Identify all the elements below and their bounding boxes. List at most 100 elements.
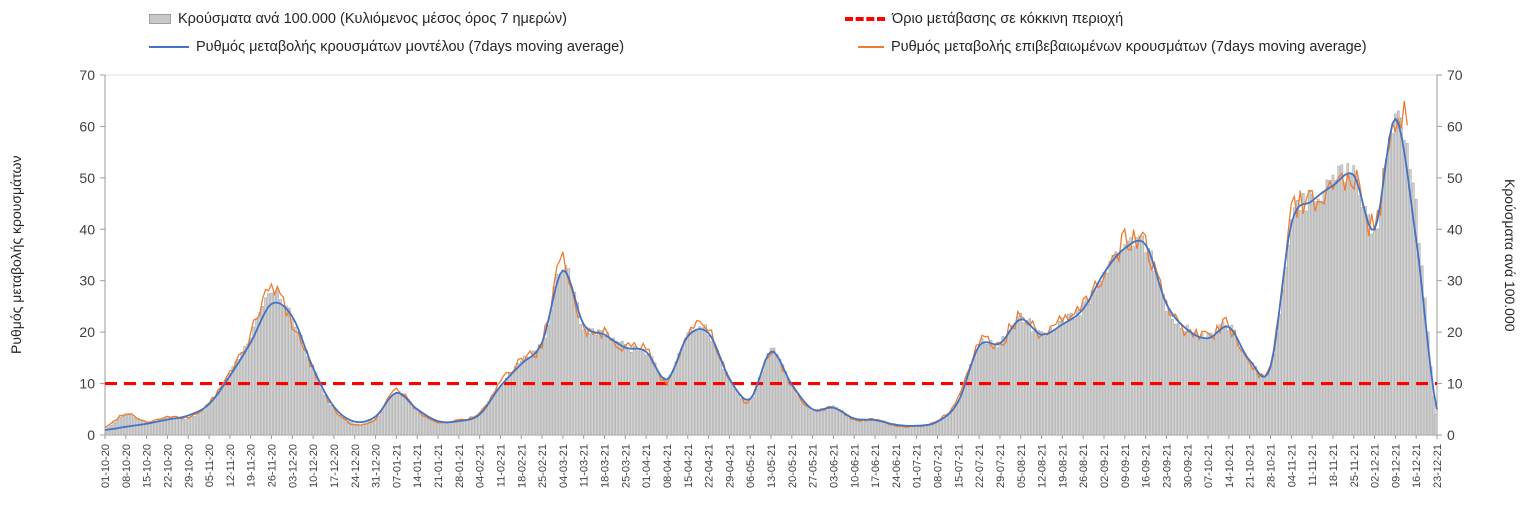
x-tick-label: 11-02-21 [495, 444, 507, 487]
x-tick-label: 16-09-21 [1141, 444, 1153, 488]
model-line [104, 117, 1438, 431]
x-tick-label: 14-01-21 [412, 444, 424, 488]
x-tick-label: 07-01-21 [391, 444, 403, 488]
threshold-dash-swatch-icon [845, 17, 885, 21]
y-tick-label-left: 40 [79, 221, 95, 237]
x-tick-label: 24-06-21 [891, 444, 903, 488]
legend-label-cases-per-100k: Κρούσματα ανά 100.000 (Κυλιόμενος μέσος … [178, 11, 568, 27]
x-tick-label: 01-10-20 [100, 444, 112, 488]
x-tick-label: 05-11-20 [204, 444, 216, 487]
legend-label-threshold: Όριο μετάβασης σε κόκκινη περιοχή [892, 11, 1124, 27]
legend-item-cases-per-100k: Κρούσματα ανά 100.000 (Κυλιόμενος μέσος … [149, 11, 567, 27]
y-axis: 0 0 10 10 20 20 30 30 40 40 50 50 60 60 70 70 [79, 67, 1462, 443]
y-tick-label-right: 30 [1447, 273, 1463, 289]
legend-label-confirmed-rate: Ρυθμός μεταβολής επιβεβαιωμένων κρουσμάτ… [891, 39, 1367, 55]
x-tick-label: 21-10-21 [1245, 444, 1257, 488]
x-tick-label: 08-07-21 [933, 444, 945, 488]
x-tick-label: 10-06-21 [849, 444, 861, 488]
x-tick-label: 22-07-21 [974, 444, 986, 488]
model-line-swatch-icon [149, 46, 189, 48]
y-tick-label-left: 60 [79, 118, 95, 134]
y-tick-label-right: 60 [1447, 118, 1463, 134]
y-tick-label-left: 20 [79, 324, 95, 340]
x-tick-label: 23-12-21 [1432, 444, 1444, 488]
legend-item-model-rate: Ρυθμός μεταβολής κρουσμάτων μοντέλου (7d… [149, 39, 624, 55]
x-tick-label: 14-10-21 [1224, 444, 1236, 488]
x-tick-label: 07-10-21 [1203, 444, 1215, 488]
x-tick-label: 12-11-20 [225, 444, 237, 487]
y-tick-label-right: 70 [1447, 67, 1463, 83]
x-tick-label: 25-03-21 [620, 444, 632, 488]
y-tick-label-right: 20 [1447, 324, 1463, 340]
x-tick-label: 15-07-21 [953, 444, 965, 488]
x-tick-label: 05-08-21 [1016, 444, 1028, 488]
x-tick-label: 18-11-21 [1328, 444, 1340, 487]
y-tick-label-right: 40 [1447, 221, 1463, 237]
x-tick-label: 12-08-21 [1037, 444, 1049, 488]
x-tick-label: 01-04-21 [641, 444, 653, 488]
x-tick-label: 23-09-21 [1161, 444, 1173, 488]
x-tick-label: 15-10-20 [142, 444, 154, 488]
x-tick-label: 19-08-21 [1057, 444, 1069, 488]
x-tick-label: 18-02-21 [516, 444, 528, 488]
x-tick-label: 17-06-21 [870, 444, 882, 488]
y-tick-label-left: 10 [79, 376, 95, 392]
y-tick-label-right: 10 [1447, 376, 1463, 392]
right-axis-title: Κρούσματα ανά 100.000 [1502, 178, 1518, 332]
legend-item-threshold: Όριο μετάβασης σε κόκκινη περιοχή [845, 11, 1123, 27]
x-tick-label: 16-12-21 [1411, 444, 1423, 488]
x-tick-label: 26-08-21 [1078, 444, 1090, 488]
x-tick-label: 04-11-21 [1286, 444, 1298, 487]
x-tick-label: 01-07-21 [912, 444, 924, 488]
x-tick-label: 09-09-21 [1120, 444, 1132, 488]
y-tick-label-left: 30 [79, 273, 95, 289]
x-tick-label: 28-10-21 [1266, 444, 1278, 488]
x-tick-label: 19-11-20 [246, 444, 258, 487]
x-tick-label: 31-12-20 [371, 444, 383, 488]
bar-series-swatch-icon [149, 14, 171, 24]
x-tick-label: 13-05-21 [766, 444, 778, 488]
y-tick-label-left: 0 [87, 427, 95, 443]
x-tick-label: 03-06-21 [828, 444, 840, 488]
y-tick-label-right: 0 [1447, 427, 1455, 443]
x-tick-label: 29-04-21 [724, 444, 736, 488]
x-tick-label: 17-12-20 [329, 444, 341, 488]
x-tick-label: 18-03-21 [600, 444, 612, 488]
x-tick-label: 09-12-21 [1390, 444, 1402, 488]
x-tick-label: 11-03-21 [579, 444, 591, 487]
x-tick-label: 29-10-20 [183, 444, 195, 488]
x-tick-label: 11-11-21 [1307, 444, 1319, 486]
x-tick-label: 27-05-21 [808, 444, 820, 488]
x-tick-label: 21-01-21 [433, 444, 445, 488]
x-tick-label: 29-07-21 [995, 444, 1007, 488]
x-tick-label: 30-09-21 [1182, 444, 1194, 488]
x-tick-label: 22-04-21 [704, 444, 716, 488]
x-tick-label: 06-05-21 [745, 444, 757, 488]
x-tick-label: 20-05-21 [787, 444, 799, 488]
x-tick-label: 28-01-21 [454, 444, 466, 488]
x-tick-label: 10-12-20 [308, 444, 320, 488]
bars-layer [104, 110, 1438, 436]
confirmed-line-swatch-icon [858, 46, 884, 48]
x-tick-label: 03-12-20 [287, 444, 299, 488]
x-tick-label: 04-03-21 [558, 444, 570, 488]
x-tick-label: 02-09-21 [1099, 444, 1111, 488]
x-tick-label: 24-12-20 [350, 444, 362, 488]
x-tick-label: 22-10-20 [162, 444, 174, 488]
x-tick-label: 25-02-21 [537, 444, 549, 488]
y-tick-label-left: 70 [79, 67, 95, 83]
y-tick-label-right: 50 [1447, 170, 1463, 186]
x-tick-label: 15-04-21 [683, 444, 695, 488]
x-tick-label: 04-02-21 [475, 444, 487, 488]
x-tick-label: 02-12-21 [1370, 444, 1382, 488]
legend-label-model-rate: Ρυθμός μεταβολής κρουσμάτων μοντέλου (7d… [196, 39, 625, 55]
x-tick-label: 25-11-21 [1349, 444, 1361, 487]
legend-item-confirmed-rate: Ρυθμός μεταβολής επιβεβαιωμένων κρουσμάτ… [858, 39, 1367, 55]
x-tick-label: 26-11-20 [267, 444, 279, 487]
y-tick-label-left: 50 [79, 170, 95, 186]
x-axis: 01-10-20 08-10-20 15-10-20 22-10-20 29-10-20… [100, 435, 1444, 488]
x-tick-label: 08-10-20 [121, 444, 133, 488]
x-tick-label: 08-04-21 [662, 444, 674, 488]
